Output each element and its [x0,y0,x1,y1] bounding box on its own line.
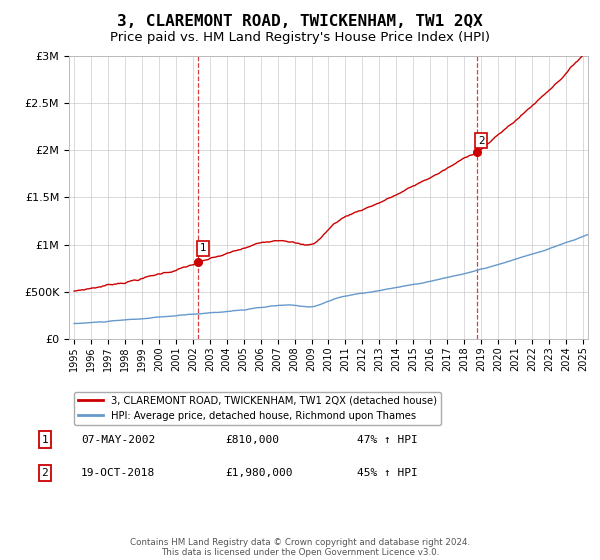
Text: Price paid vs. HM Land Registry's House Price Index (HPI): Price paid vs. HM Land Registry's House … [110,31,490,44]
Legend: 3, CLAREMONT ROAD, TWICKENHAM, TW1 2QX (detached house), HPI: Average price, det: 3, CLAREMONT ROAD, TWICKENHAM, TW1 2QX (… [74,392,441,425]
Text: 47% ↑ HPI: 47% ↑ HPI [357,435,418,445]
Text: Contains HM Land Registry data © Crown copyright and database right 2024.
This d: Contains HM Land Registry data © Crown c… [130,538,470,557]
Text: £810,000: £810,000 [225,435,279,445]
Text: 1: 1 [41,435,49,445]
Text: 45% ↑ HPI: 45% ↑ HPI [357,468,418,478]
Text: 07-MAY-2002: 07-MAY-2002 [81,435,155,445]
Text: 1: 1 [199,243,206,253]
Text: £1,980,000: £1,980,000 [225,468,293,478]
Text: 2: 2 [478,136,484,146]
Text: 3, CLAREMONT ROAD, TWICKENHAM, TW1 2QX: 3, CLAREMONT ROAD, TWICKENHAM, TW1 2QX [117,14,483,29]
Text: 19-OCT-2018: 19-OCT-2018 [81,468,155,478]
Text: 2: 2 [41,468,49,478]
